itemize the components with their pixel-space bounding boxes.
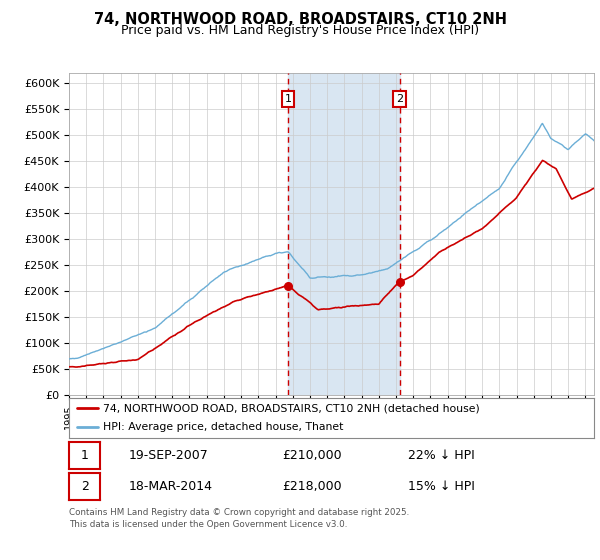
Text: 2: 2 bbox=[80, 479, 89, 493]
Text: £218,000: £218,000 bbox=[282, 479, 341, 493]
Text: 15% ↓ HPI: 15% ↓ HPI bbox=[408, 479, 475, 493]
Text: 2: 2 bbox=[396, 94, 403, 104]
Text: 1: 1 bbox=[284, 94, 292, 104]
Text: HPI: Average price, detached house, Thanet: HPI: Average price, detached house, Than… bbox=[103, 422, 343, 432]
Text: 22% ↓ HPI: 22% ↓ HPI bbox=[408, 449, 475, 463]
Text: 74, NORTHWOOD ROAD, BROADSTAIRS, CT10 2NH (detached house): 74, NORTHWOOD ROAD, BROADSTAIRS, CT10 2N… bbox=[103, 404, 480, 413]
Text: 18-MAR-2014: 18-MAR-2014 bbox=[129, 479, 213, 493]
Text: 19-SEP-2007: 19-SEP-2007 bbox=[129, 449, 209, 463]
Text: Contains HM Land Registry data © Crown copyright and database right 2025.
This d: Contains HM Land Registry data © Crown c… bbox=[69, 508, 409, 529]
Text: 1: 1 bbox=[80, 449, 89, 463]
Text: 74, NORTHWOOD ROAD, BROADSTAIRS, CT10 2NH: 74, NORTHWOOD ROAD, BROADSTAIRS, CT10 2N… bbox=[94, 12, 506, 27]
Bar bbox=[288, 73, 400, 395]
Text: £210,000: £210,000 bbox=[282, 449, 341, 463]
Text: Price paid vs. HM Land Registry's House Price Index (HPI): Price paid vs. HM Land Registry's House … bbox=[121, 24, 479, 36]
